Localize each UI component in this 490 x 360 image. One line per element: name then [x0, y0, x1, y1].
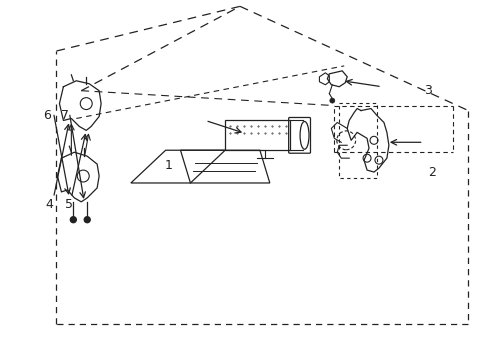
- Circle shape: [71, 217, 76, 223]
- Text: 4: 4: [46, 198, 53, 211]
- Text: 7: 7: [61, 109, 70, 122]
- Text: 5: 5: [65, 198, 74, 211]
- Text: 1: 1: [165, 159, 172, 172]
- Circle shape: [330, 98, 335, 103]
- Text: 6: 6: [44, 109, 51, 122]
- Text: 2: 2: [429, 166, 437, 179]
- Text: 3: 3: [424, 84, 432, 97]
- Circle shape: [84, 217, 90, 223]
